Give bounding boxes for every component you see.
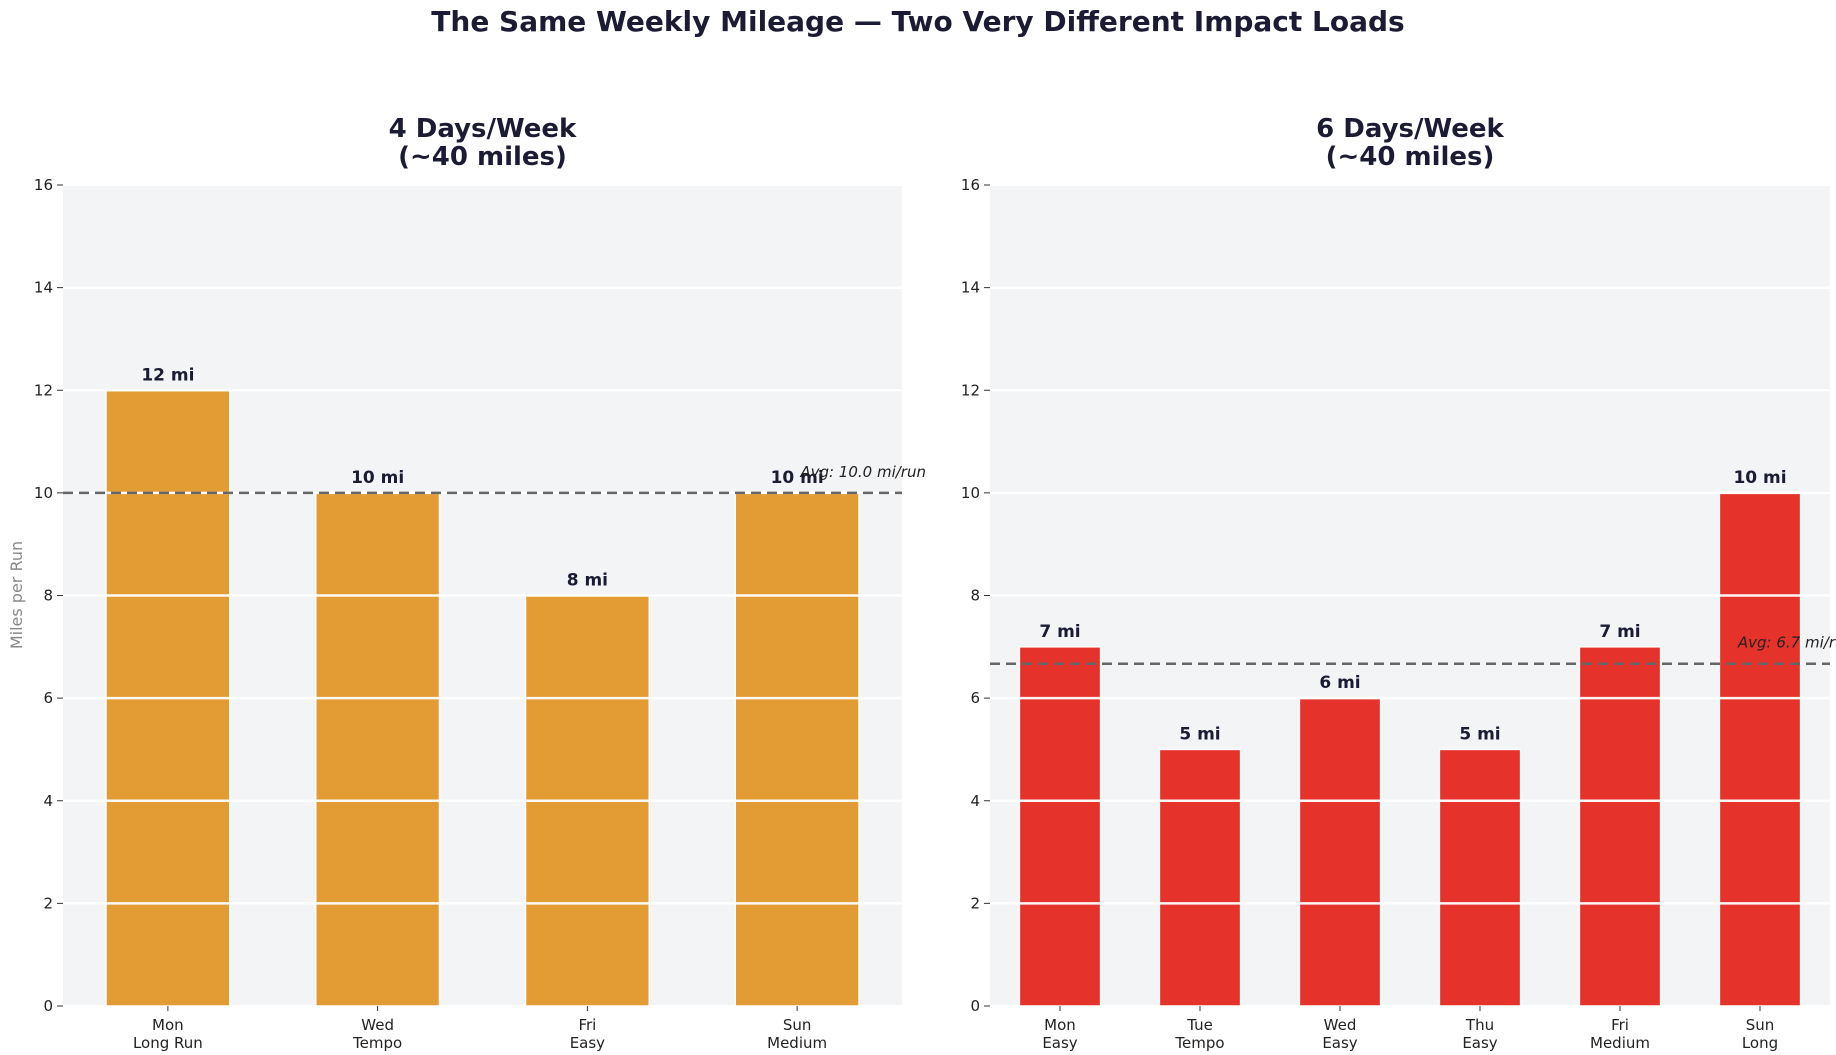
bar xyxy=(314,492,441,1007)
average-label: Avg: 10.0 mi/run xyxy=(799,463,926,481)
y-tick-label: 0 xyxy=(970,997,980,1015)
bar-value-label: 7 mi xyxy=(1599,622,1640,642)
y-tick-label: 2 xyxy=(43,894,53,912)
x-tick-label: Fri Medium xyxy=(1590,1016,1650,1052)
x-tick-label: Wed Easy xyxy=(1322,1016,1357,1052)
bar-value-label: 10 mi xyxy=(351,468,404,488)
y-tick-label: 8 xyxy=(970,587,980,605)
panel-title: 4 Days/Week (~40 miles) xyxy=(389,114,577,172)
y-tick-label: 6 xyxy=(970,689,980,707)
bar-value-label: 12 mi xyxy=(141,365,194,385)
y-tick-label: 14 xyxy=(34,279,53,297)
x-tick-label: Wed Tempo xyxy=(352,1016,402,1052)
y-tick-label: 14 xyxy=(961,279,980,297)
x-tick-label: Tue Tempo xyxy=(1174,1016,1224,1052)
bar xyxy=(1438,748,1522,1007)
y-tick-label: 6 xyxy=(43,689,53,707)
bar-value-label: 5 mi xyxy=(1459,724,1500,744)
y-tick-label: 0 xyxy=(43,997,53,1015)
panel-title: 6 Days/Week (~40 miles) xyxy=(1316,114,1504,172)
figure-title: The Same Weekly Mileage — Two Very Diffe… xyxy=(431,5,1404,38)
y-axis-label: Miles per Run xyxy=(7,541,26,649)
y-tick-label: 2 xyxy=(970,894,980,912)
x-tick-label: Mon Long Run xyxy=(133,1016,203,1052)
bar xyxy=(1298,697,1382,1007)
chart-panel-2: 0 2 4 6 8 10 12 14 16 7 mi 5 mi 6 mi 5 mi 7 mi 10 mi Av… xyxy=(961,114,1836,1052)
y-tick-label: 10 xyxy=(34,484,53,502)
y-tick-label: 4 xyxy=(970,792,980,810)
bar xyxy=(1018,646,1102,1007)
x-tick-label: Sun Medium xyxy=(767,1016,827,1052)
x-tick-label: Mon Easy xyxy=(1042,1016,1077,1052)
y-tick-label: 16 xyxy=(34,176,53,194)
y-tick-label: 4 xyxy=(43,792,53,810)
y-tick-label: 8 xyxy=(43,587,53,605)
bar xyxy=(734,492,860,1007)
y-tick-label: 12 xyxy=(34,381,53,399)
bar-value-label: 10 mi xyxy=(771,468,824,488)
bar-value-label: 7 mi xyxy=(1039,622,1080,642)
bar xyxy=(1578,646,1662,1007)
bar-value-label: 8 mi xyxy=(567,571,608,591)
average-label: Avg: 6.7 mi/run xyxy=(1737,634,1836,652)
bar-value-label: 10 mi xyxy=(1733,468,1786,488)
x-tick-label: Sun Long xyxy=(1742,1016,1778,1052)
bar-value-label: 6 mi xyxy=(1319,673,1360,693)
x-tick-label: Fri Easy xyxy=(570,1016,605,1052)
y-tick-label: 16 xyxy=(961,176,980,194)
x-tick-label: Thu Easy xyxy=(1462,1016,1497,1052)
bar xyxy=(1718,492,1802,1007)
bar xyxy=(1158,748,1242,1007)
y-tick-label: 10 xyxy=(961,484,980,502)
y-tick-label: 12 xyxy=(961,381,980,399)
bar-value-label: 5 mi xyxy=(1179,724,1220,744)
